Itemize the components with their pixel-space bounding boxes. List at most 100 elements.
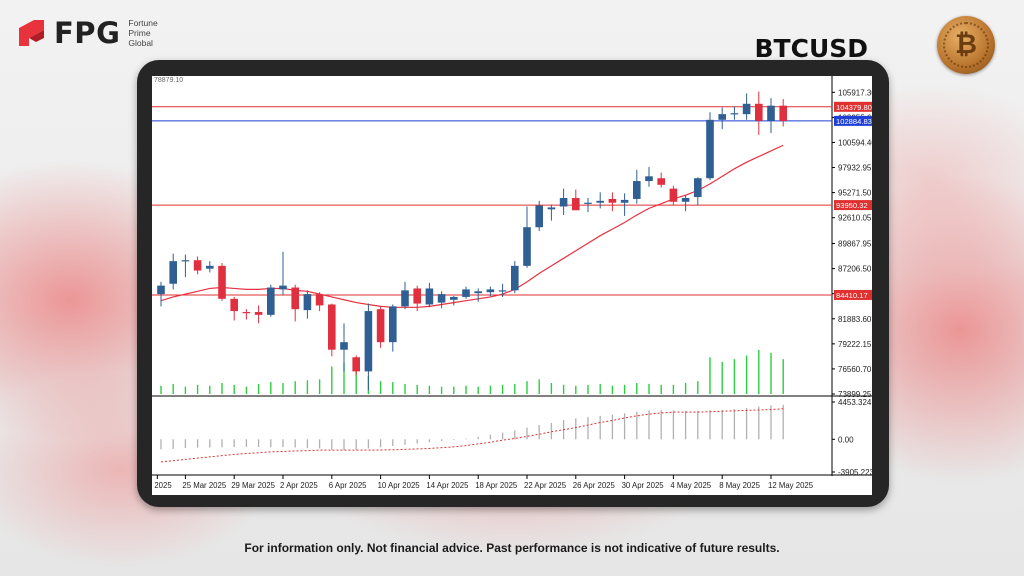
candle-body [291,287,299,310]
candle-body [206,265,214,269]
candle-body [474,291,482,294]
brand-sub-line2: Prime [128,28,151,38]
time-tick-label: 2025 [154,481,172,490]
level-tag-label: 93950.32 [836,201,868,210]
brand-subtitle: Fortune Prime Global [128,18,157,48]
disclaimer-text: For information only. Not financial advi… [244,541,780,555]
time-tick-label: 14 Apr 2025 [426,481,469,490]
candle-body [559,198,568,207]
candle-body [352,357,360,372]
candle-body [181,260,190,262]
moving-average-line [160,144,784,308]
candle-body [511,265,519,291]
price-tick-label: 81883.60 [838,315,872,324]
candle-body [755,103,763,121]
price-tick-label: 105917.30 [838,88,872,97]
candle-body [376,309,385,343]
candle-body [718,114,726,120]
candle-body [694,178,702,198]
time-tick-label: 25 Mar 2025 [182,481,226,490]
level-tag [834,200,872,211]
candle-body [523,227,531,266]
candle-body [364,311,373,372]
time-tick-label: 4 May 2025 [670,481,711,490]
price-tick-label: 76560.70 [838,365,872,374]
candle-body [340,342,348,350]
level-tag-label: 102884.83 [836,117,872,126]
candle-body [279,285,287,290]
candle-body [401,290,409,307]
candle-body [584,202,592,204]
candle-body [547,207,556,210]
candle-body [535,205,543,228]
price-tick-label: 95271.50 [838,189,872,198]
candle-body [657,178,665,185]
price-tick-label: 92610.05 [838,214,872,223]
top-left-label: 78879.10 [154,77,183,84]
brand-name: FPG [54,16,121,50]
price-tick-label: 73899.25 [838,390,872,399]
candle-body [608,198,617,203]
fpg-logo: FPG Fortune Prime Global [16,16,158,50]
candle-body [681,198,690,202]
level-tag [834,289,872,300]
candle-body [218,265,226,299]
pair-title: BTCUSD [754,34,868,63]
time-tick-label: 26 Apr 2025 [573,481,616,490]
time-tick-label: 12 May 2025 [768,481,814,490]
candle-body [437,294,446,303]
price-tick-label: 87206.50 [838,265,872,274]
price-tick-label: 89867.95 [838,240,872,249]
candle-body [315,294,324,306]
time-tick-label: 10 Apr 2025 [378,481,421,490]
bitcoin-coin-icon: ₿ [937,16,995,74]
time-tick-label: 8 May 2025 [719,481,760,490]
oscillator-signal-line [160,408,784,463]
candle-body [742,103,751,115]
candle-body [450,296,458,300]
candle-body [389,306,397,343]
level-tag [834,101,872,112]
time-tick-label: 22 Apr 2025 [524,481,567,490]
candle-body [572,198,580,211]
brand-sub-line3: Global [128,38,153,48]
brand-sub-line1: Fortune [128,18,158,28]
candle-body [169,261,177,284]
candle-body [230,298,238,312]
level-tag-label: 84410.17 [836,291,868,300]
time-tick-label: 30 Apr 2025 [622,481,665,490]
fpg-logo-icon [16,18,46,48]
candle-body [730,113,739,115]
time-tick-label: 29 Mar 2025 [231,481,275,490]
candle-body [157,285,165,295]
candle-body [413,288,421,304]
candle-body [498,290,507,292]
time-tick-label: 6 Apr 2025 [329,481,367,490]
oscillator-tick-label: 4453.324 [838,398,872,407]
candle-body [254,312,263,315]
candle-body [596,200,604,203]
level-tag [834,115,872,126]
oscillator-tick-label: -3905.223 [838,468,872,477]
candle-body [620,199,629,203]
price-tick-label: 100594.40 [838,138,872,147]
oscillator-tick-label: 0.00 [838,435,854,444]
price-chart: 105917.30103255.65100594.4097932.9595271… [152,76,872,490]
price-tick-label: 97932.95 [838,164,872,173]
candle-body [193,260,202,271]
time-tick-label: 2 Apr 2025 [280,481,318,490]
chart-screen: 105917.30103255.65100594.4097932.9595271… [152,76,872,495]
candle-body [328,304,336,350]
candle-body [303,294,312,311]
candle-body [767,105,775,121]
candle-body [242,312,251,314]
candle-body [486,289,495,293]
level-tag-label: 104379.80 [836,103,872,112]
candle-body [425,288,434,305]
candle-body [779,105,787,121]
price-tick-label: 79222.15 [838,340,872,349]
candle-body [645,176,653,182]
candle-body [462,289,470,297]
candle-body [669,188,678,202]
time-tick-label: 18 Apr 2025 [475,481,518,490]
